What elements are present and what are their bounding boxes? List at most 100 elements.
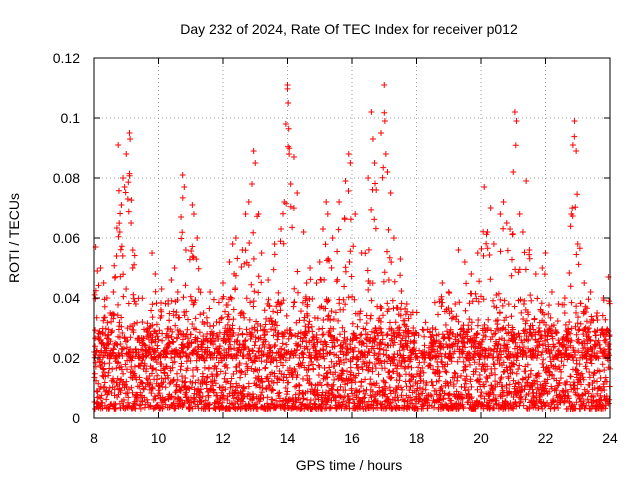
data-point xyxy=(497,211,504,217)
data-point xyxy=(387,190,394,196)
data-point xyxy=(523,178,530,184)
data-point xyxy=(97,265,104,271)
chart-title: Day 232 of 2024, Rate Of TEC Index for r… xyxy=(180,21,518,37)
data-point xyxy=(278,226,285,232)
data-point xyxy=(229,241,236,247)
data-point xyxy=(500,199,507,205)
data-point xyxy=(226,259,233,265)
data-point xyxy=(507,226,514,232)
data-point xyxy=(382,151,389,157)
data-point xyxy=(118,202,125,208)
x-tick-label: 8 xyxy=(90,430,98,446)
data-point xyxy=(313,280,320,286)
data-point xyxy=(152,271,159,277)
x-tick-label: 12 xyxy=(215,430,231,446)
data-point xyxy=(129,265,136,271)
data-point xyxy=(378,130,385,136)
x-tick-label: 10 xyxy=(151,430,167,446)
data-point xyxy=(455,247,462,253)
data-point xyxy=(342,178,349,184)
y-axis-label: ROTI / TECUs xyxy=(6,193,22,283)
data-point xyxy=(307,265,314,271)
data-point xyxy=(511,109,518,115)
data-point xyxy=(345,151,352,157)
data-point xyxy=(103,295,110,301)
data-point xyxy=(189,202,196,208)
data-marks xyxy=(91,82,613,412)
data-point xyxy=(410,325,417,331)
data-point xyxy=(594,310,601,316)
data-point xyxy=(213,319,220,325)
data-point xyxy=(207,289,214,295)
data-point xyxy=(171,265,178,271)
y-tick-label: 0.08 xyxy=(53,170,80,186)
data-point xyxy=(445,289,452,295)
data-point xyxy=(474,250,481,256)
data-point xyxy=(347,160,354,166)
data-point xyxy=(232,235,239,241)
data-point xyxy=(390,235,397,241)
data-point xyxy=(121,184,128,190)
data-point xyxy=(532,271,539,277)
data-point xyxy=(100,280,107,286)
data-point xyxy=(107,310,114,316)
data-point xyxy=(139,319,146,325)
data-point xyxy=(373,187,380,193)
data-point xyxy=(468,271,475,277)
x-tick-label: 22 xyxy=(538,430,554,446)
data-point xyxy=(568,211,575,217)
data-point xyxy=(487,205,494,211)
data-point xyxy=(110,289,117,295)
x-tick-label: 18 xyxy=(409,430,425,446)
data-point xyxy=(381,118,388,124)
data-point xyxy=(200,310,207,316)
data-point xyxy=(245,199,252,205)
data-point xyxy=(178,214,185,220)
data-point xyxy=(242,211,249,217)
data-point xyxy=(484,229,491,235)
data-point xyxy=(503,220,510,226)
data-point xyxy=(548,289,555,295)
y-tick-label: 0.06 xyxy=(53,230,80,246)
data-point xyxy=(324,211,331,217)
data-point xyxy=(358,250,365,256)
data-point xyxy=(113,253,120,259)
data-point xyxy=(94,268,101,274)
data-point xyxy=(265,277,272,283)
data-point xyxy=(336,199,343,205)
data-point xyxy=(258,250,265,256)
data-point xyxy=(403,301,410,307)
data-point xyxy=(194,235,201,241)
data-point xyxy=(587,289,594,295)
data-point xyxy=(452,301,459,307)
x-tick-label: 16 xyxy=(344,430,360,446)
data-point xyxy=(519,229,526,235)
data-point xyxy=(542,250,549,256)
data-point xyxy=(569,142,576,148)
data-point xyxy=(397,256,404,262)
data-point xyxy=(323,199,330,205)
data-point xyxy=(429,325,436,331)
data-point xyxy=(573,148,580,154)
data-point xyxy=(513,118,520,124)
data-point xyxy=(116,229,123,235)
y-tick-label: 0.1 xyxy=(61,110,81,126)
data-point xyxy=(316,259,323,265)
data-point xyxy=(128,220,135,226)
data-point xyxy=(539,265,546,271)
y-tick-label: 0.02 xyxy=(53,350,80,366)
data-point xyxy=(384,169,391,175)
data-point xyxy=(581,280,588,286)
data-point xyxy=(190,211,197,217)
data-point xyxy=(419,349,426,355)
grid xyxy=(94,58,610,418)
y-axis: 0 0.02 0.04 0.06 0.08 0.1 0.12 xyxy=(53,50,610,426)
data-point xyxy=(461,259,468,265)
data-point xyxy=(287,181,294,187)
data-point xyxy=(252,160,259,166)
x-tick-label: 14 xyxy=(280,430,296,446)
data-point xyxy=(220,280,226,286)
data-point xyxy=(124,196,131,202)
data-point xyxy=(439,280,446,286)
data-point xyxy=(371,160,378,166)
